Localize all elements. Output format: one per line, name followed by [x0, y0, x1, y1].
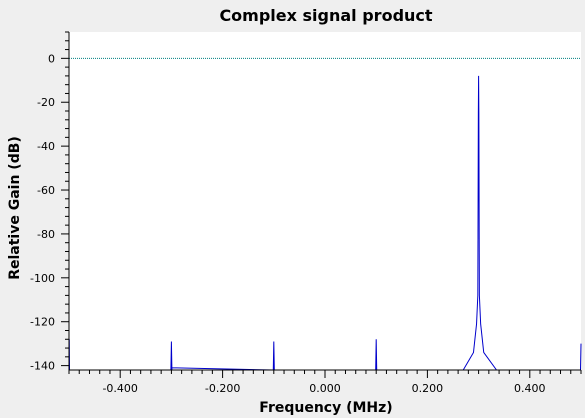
- x-tick-label: 0.400: [514, 382, 546, 395]
- y-tick-label: -60: [37, 184, 55, 197]
- x-tick-label: 0.200: [412, 382, 444, 395]
- plot-area: [69, 32, 581, 370]
- axes: 0 -20 -40 -60 -80 -100 -120 -140 -0.400 -0.200 0.0…: [30, 31, 582, 395]
- x-tick-label: -0.200: [205, 382, 240, 395]
- x-tick-label: -0.400: [102, 382, 137, 395]
- y-tick-label: -140: [30, 360, 55, 373]
- y-tick-label: 0: [48, 52, 55, 65]
- y-tick-label: -40: [37, 140, 55, 153]
- x-tick-label: 0.000: [309, 382, 341, 395]
- chart-title: Complex signal product: [219, 6, 432, 25]
- y-tick-label: -100: [30, 272, 55, 285]
- y-tick-label: -20: [37, 96, 55, 109]
- x-axis-title: Frequency (MHz): [259, 400, 392, 416]
- y-tick-label: -80: [37, 228, 55, 241]
- y-axis-title: Relative Gain (dB): [7, 136, 23, 280]
- y-tick-label: -120: [30, 316, 55, 329]
- plot-canvas[interactable]: [68, 32, 582, 371]
